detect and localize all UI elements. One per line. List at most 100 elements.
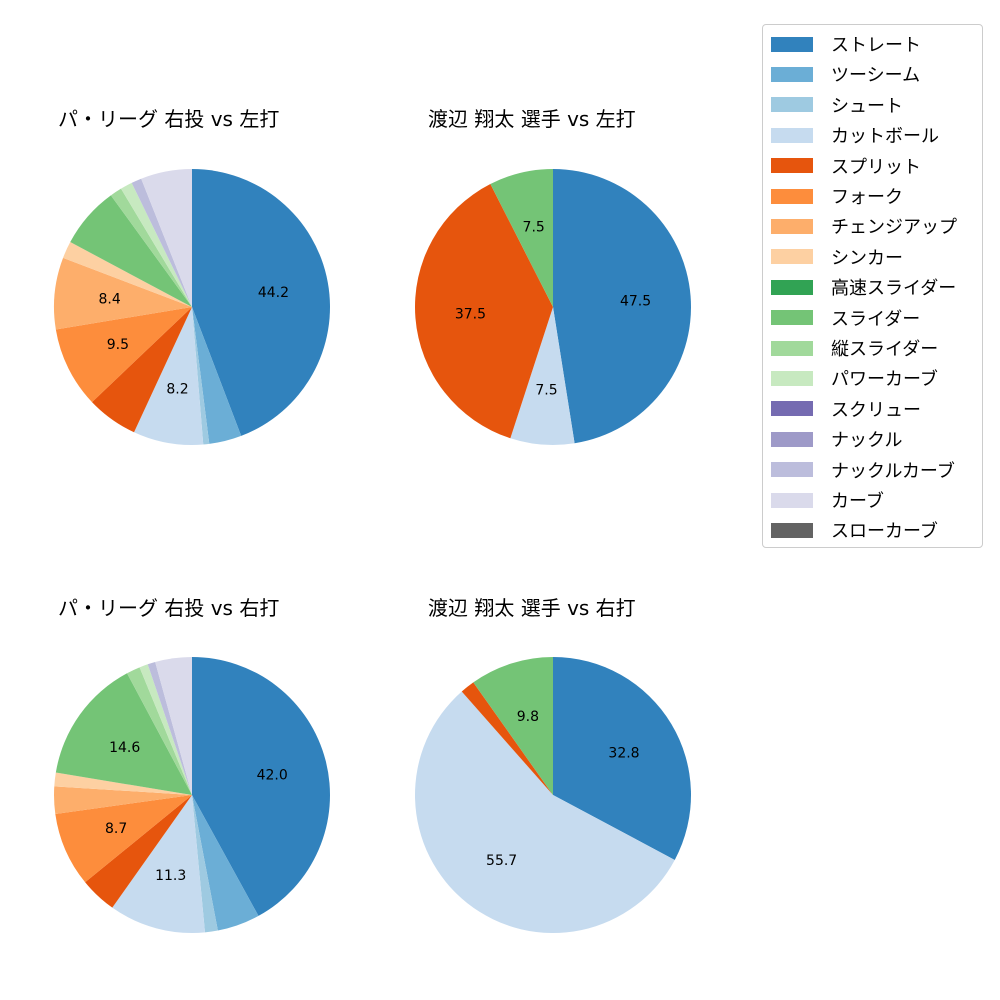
pie-slice [147, 662, 192, 795]
pie-slice [155, 657, 192, 795]
legend-item: フォーク [771, 185, 903, 208]
slice-percent-label: 42.0 [257, 767, 288, 783]
legend-item: スクリュー [771, 398, 921, 421]
pie-slice [55, 673, 192, 795]
pie-slice [141, 169, 192, 307]
pie-slice [85, 795, 192, 908]
slice-percent-label: 44.2 [258, 285, 289, 301]
pie-slice [192, 657, 330, 916]
legend-label: スクリュー [831, 399, 921, 421]
legend-swatch [771, 310, 813, 326]
legend-label: スローカーブ [831, 521, 938, 543]
pie-slice [127, 667, 192, 795]
pie-slice [461, 682, 553, 795]
legend-label: チェンジアップ [831, 217, 957, 239]
legend-item: スプリット [771, 155, 921, 178]
pie-slice [192, 307, 210, 445]
legend-swatch [771, 279, 813, 295]
slice-percent-label: 32.8 [608, 745, 639, 761]
pie-slice [473, 657, 553, 795]
legend: ストレートツーシームシュートカットボール スプリットフォークチェンジアップ シンカー… [762, 24, 983, 548]
legend-label: カットボール [831, 126, 939, 148]
legend-swatch [771, 97, 813, 113]
slice-percent-label: 37.5 [455, 306, 486, 322]
pie-slice [192, 307, 242, 444]
legend-item: ナックル [771, 428, 903, 452]
pie-slice [53, 786, 192, 815]
pie-slice [110, 188, 192, 307]
legend-label: ナックル [831, 430, 903, 452]
pie-slice [70, 195, 192, 307]
pie-slice [63, 242, 192, 307]
pie-slice [55, 795, 193, 883]
legend-item: 高速スライダー [771, 276, 957, 300]
legend-item: 縦スライダー [771, 337, 939, 360]
legend-swatch [771, 431, 813, 447]
chart-title: パ・リーグ 右投 vs 右打 [58, 596, 280, 620]
legend-item: ナックルカーブ [771, 459, 955, 482]
legend-item: シュート [771, 94, 903, 117]
slice-percent-label: 11.3 [155, 868, 186, 884]
legend-label: ナックルカーブ [831, 460, 955, 482]
legend-label: シュート [831, 95, 903, 117]
legend-swatch [771, 370, 813, 386]
slice-percent-label: 55.7 [486, 853, 517, 869]
slice-percent-label: 14.6 [109, 740, 140, 756]
legend-item: パワーカーブ [771, 367, 938, 390]
legend-swatch [771, 66, 813, 82]
pie-slice [55, 307, 192, 403]
legend-swatch [771, 158, 813, 174]
slice-percent-label: 9.8 [517, 709, 539, 725]
pie-slice [192, 169, 331, 436]
pie-slice [112, 795, 205, 934]
pie-slice [54, 772, 193, 795]
legend-item: カーブ [771, 489, 884, 512]
legend-label: 縦スライダー [831, 339, 939, 360]
chart-title: パ・リーグ 右投 vs 左打 [58, 107, 280, 131]
legend-item: スローカーブ [771, 519, 938, 543]
legend-swatch [771, 401, 813, 417]
legend-swatch [771, 340, 813, 356]
legend-label: ストレート [831, 35, 921, 56]
legend-swatch [771, 462, 813, 478]
legend-swatch [771, 522, 813, 538]
legend-item: カットボール [771, 124, 939, 148]
legend-swatch [771, 127, 813, 143]
legend-label: ツーシーム [831, 65, 921, 87]
pie-slice [414, 691, 675, 934]
pie-slice [510, 307, 575, 446]
pie-slice [192, 795, 259, 931]
legend-label: シンカー [831, 247, 903, 269]
pie-slice [139, 664, 192, 795]
legend-item: ストレート [771, 33, 921, 56]
pie-slice [490, 169, 553, 307]
pie-slice [192, 795, 218, 933]
pie-slice [121, 182, 192, 307]
legend-label: フォーク [831, 187, 903, 208]
slice-percent-label: 8.7 [105, 821, 127, 837]
legend-swatch [771, 188, 813, 204]
pie-slice [131, 178, 192, 307]
legend-label: カーブ [831, 491, 884, 512]
chart-title: 渡辺 翔太 選手 vs 右打 [428, 596, 636, 620]
slice-percent-label: 8.2 [166, 382, 188, 398]
legend-swatch [771, 249, 813, 265]
pie-slice [415, 184, 553, 439]
slice-percent-label: 9.5 [107, 337, 129, 353]
legend-item: ツーシーム [771, 63, 921, 87]
legend-label: スプリット [831, 156, 921, 178]
legend-swatch [771, 492, 813, 508]
pie-slice [134, 307, 204, 446]
pie-slice [91, 307, 192, 433]
legend-swatch [771, 36, 813, 52]
legend-label: 高速スライダー [831, 278, 957, 300]
slice-percent-label: 7.5 [535, 383, 557, 399]
slice-percent-label: 7.5 [523, 219, 545, 235]
slice-percent-label: 47.5 [620, 294, 651, 310]
pie-slice [553, 169, 691, 444]
legend-item: チェンジアップ [771, 215, 957, 239]
